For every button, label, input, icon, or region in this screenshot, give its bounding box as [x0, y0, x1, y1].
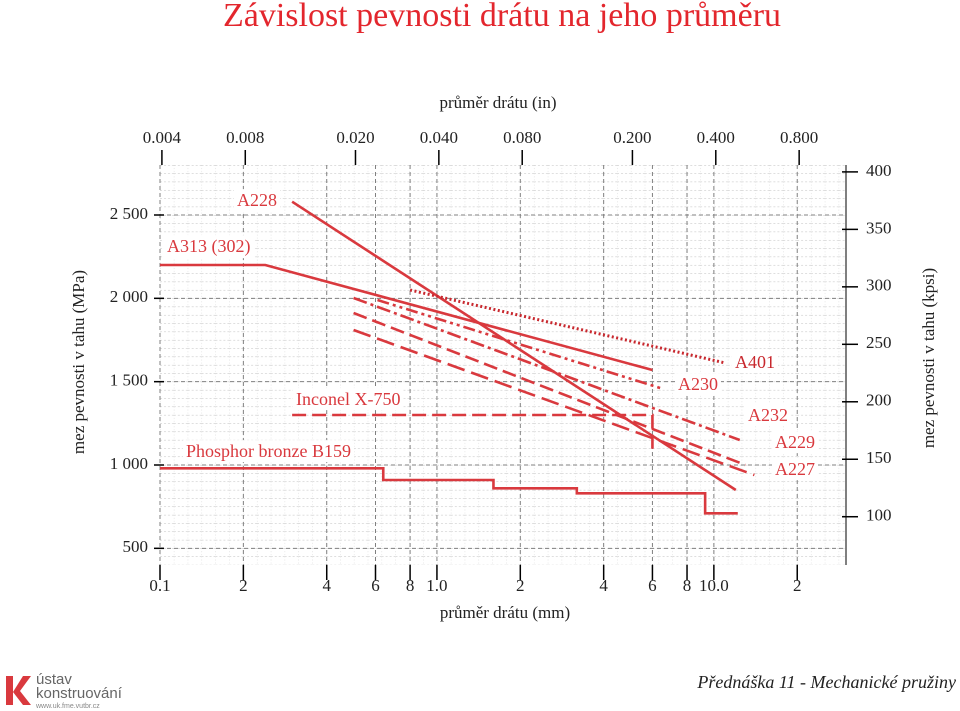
- series-label-text: A227: [775, 459, 815, 479]
- label-box: [234, 189, 280, 212]
- series-label-text: A401: [735, 352, 775, 372]
- logo-text: ústav: [36, 671, 72, 688]
- series-label: A229: [772, 431, 818, 454]
- y-axis-title: mez pevnosti v tahu (MPa): [69, 270, 88, 454]
- x-tick-label: 6: [371, 576, 380, 595]
- x2-tick-label: 0.800: [780, 128, 818, 147]
- logo: ústav konstruování www.uk.fme.vutbr.cz: [6, 671, 123, 710]
- series-line: [377, 298, 661, 390]
- x2-tick-label: 0.400: [697, 128, 735, 147]
- y2-tick-label: 400: [866, 161, 892, 180]
- x-tick-label: 1.0: [426, 576, 447, 595]
- y-tick-label: 1 500: [110, 371, 148, 390]
- x2-tick-label: 0.020: [336, 128, 374, 147]
- y2-tick-label: 150: [866, 448, 892, 467]
- label-box: [772, 458, 818, 481]
- series-label: A230: [675, 373, 721, 396]
- x-axis-title: průměr drátu (mm): [440, 603, 570, 622]
- series-line: [160, 263, 653, 372]
- series-label-text: A229: [775, 432, 815, 452]
- label-box: [732, 351, 778, 374]
- series-label: A401: [732, 351, 778, 374]
- x-tick-label: 4: [599, 576, 608, 595]
- y-tick-label: 1 000: [110, 454, 148, 473]
- series-label: A313 (302): [164, 235, 254, 259]
- y2-tick-label: 250: [866, 333, 892, 352]
- series-label-text: Inconel X-750: [296, 389, 400, 409]
- y2-axis-title: mez pevnosti v tahu (kpsi): [919, 268, 938, 448]
- y-tick-label: 500: [123, 537, 149, 556]
- y2-tick-label: 100: [866, 506, 892, 525]
- series-label-text: A228: [237, 190, 277, 210]
- logo-text: konstruování: [36, 685, 123, 702]
- series-label-text: A313 (302): [167, 236, 251, 257]
- x2-axis-title: průměr drátu (in): [439, 93, 556, 112]
- x-tick-label: 0.1: [149, 576, 170, 595]
- series-line: [353, 311, 746, 467]
- label-box: [675, 373, 721, 396]
- x-tick-label: 8: [406, 576, 415, 595]
- x2-tick-label: 0.040: [420, 128, 458, 147]
- y2-tick-label: 200: [866, 391, 892, 410]
- x-tick-label: 4: [322, 576, 331, 595]
- x-tick-label: 2: [239, 576, 248, 595]
- label-box: [183, 440, 354, 463]
- x-tick-label: 2: [793, 576, 802, 595]
- x-tick-label: 2: [516, 576, 525, 595]
- label-box: [293, 388, 404, 411]
- x2-tick-label: 0.004: [143, 128, 182, 147]
- series-label-text: A232: [748, 405, 788, 425]
- series-line: [292, 413, 654, 450]
- label-box: [164, 235, 254, 259]
- x-tick-label: 6: [648, 576, 657, 595]
- logo-icon: [6, 676, 31, 705]
- x2-tick-label: 0.080: [503, 128, 541, 147]
- series-line: [353, 296, 741, 442]
- chart-title: Závislost pevnosti drátu na jeho průměru: [223, 0, 781, 34]
- label-box: [772, 431, 818, 454]
- series-label-text: A230: [678, 374, 718, 394]
- x-tick-label: 8: [683, 576, 692, 595]
- series-label: Inconel X-750: [293, 388, 404, 411]
- series-line: [160, 467, 738, 515]
- x2-tick-label: 0.200: [613, 128, 651, 147]
- y-tick-label: 2 500: [110, 204, 148, 223]
- x2-tick-label: 0.008: [226, 128, 264, 147]
- series-label: A232: [745, 404, 791, 427]
- x-tick-label: 10.0: [699, 576, 729, 595]
- footer-text: Přednáška 11 - Mechanické pružiny: [696, 672, 956, 692]
- y-tick-label: 2 000: [110, 287, 148, 306]
- minor-grid: [160, 165, 846, 565]
- y2-tick-label: 300: [866, 276, 892, 295]
- series-label: Phosphor bronze B159: [183, 440, 354, 463]
- series-line: [353, 328, 755, 477]
- label-box: [745, 404, 791, 427]
- y2-tick-label: 350: [866, 218, 892, 237]
- logo-url: www.uk.fme.vutbr.cz: [35, 703, 100, 710]
- series-label-text: Phosphor bronze B159: [186, 441, 351, 461]
- series-label: A228: [234, 189, 280, 212]
- series-label: A227: [772, 458, 818, 481]
